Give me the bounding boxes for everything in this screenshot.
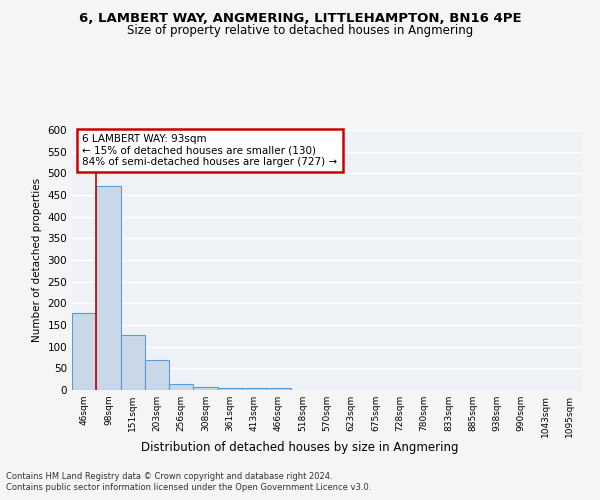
Bar xyxy=(72,313,96,390)
Y-axis label: Number of detached properties: Number of detached properties xyxy=(32,178,42,342)
Bar xyxy=(121,334,145,390)
Text: 6 LAMBERT WAY: 93sqm
← 15% of detached houses are smaller (130)
84% of semi-deta: 6 LAMBERT WAY: 93sqm ← 15% of detached h… xyxy=(82,134,337,167)
Bar xyxy=(169,384,193,390)
Text: Contains HM Land Registry data © Crown copyright and database right 2024.: Contains HM Land Registry data © Crown c… xyxy=(6,472,332,481)
Text: Contains public sector information licensed under the Open Government Licence v3: Contains public sector information licen… xyxy=(6,484,371,492)
Bar xyxy=(242,388,266,390)
Bar xyxy=(266,388,290,390)
Text: 6, LAMBERT WAY, ANGMERING, LITTLEHAMPTON, BN16 4PE: 6, LAMBERT WAY, ANGMERING, LITTLEHAMPTON… xyxy=(79,12,521,26)
Bar xyxy=(145,360,169,390)
Text: Distribution of detached houses by size in Angmering: Distribution of detached houses by size … xyxy=(141,441,459,454)
Bar xyxy=(96,186,121,390)
Bar xyxy=(218,388,242,390)
Bar xyxy=(193,386,218,390)
Text: Size of property relative to detached houses in Angmering: Size of property relative to detached ho… xyxy=(127,24,473,37)
